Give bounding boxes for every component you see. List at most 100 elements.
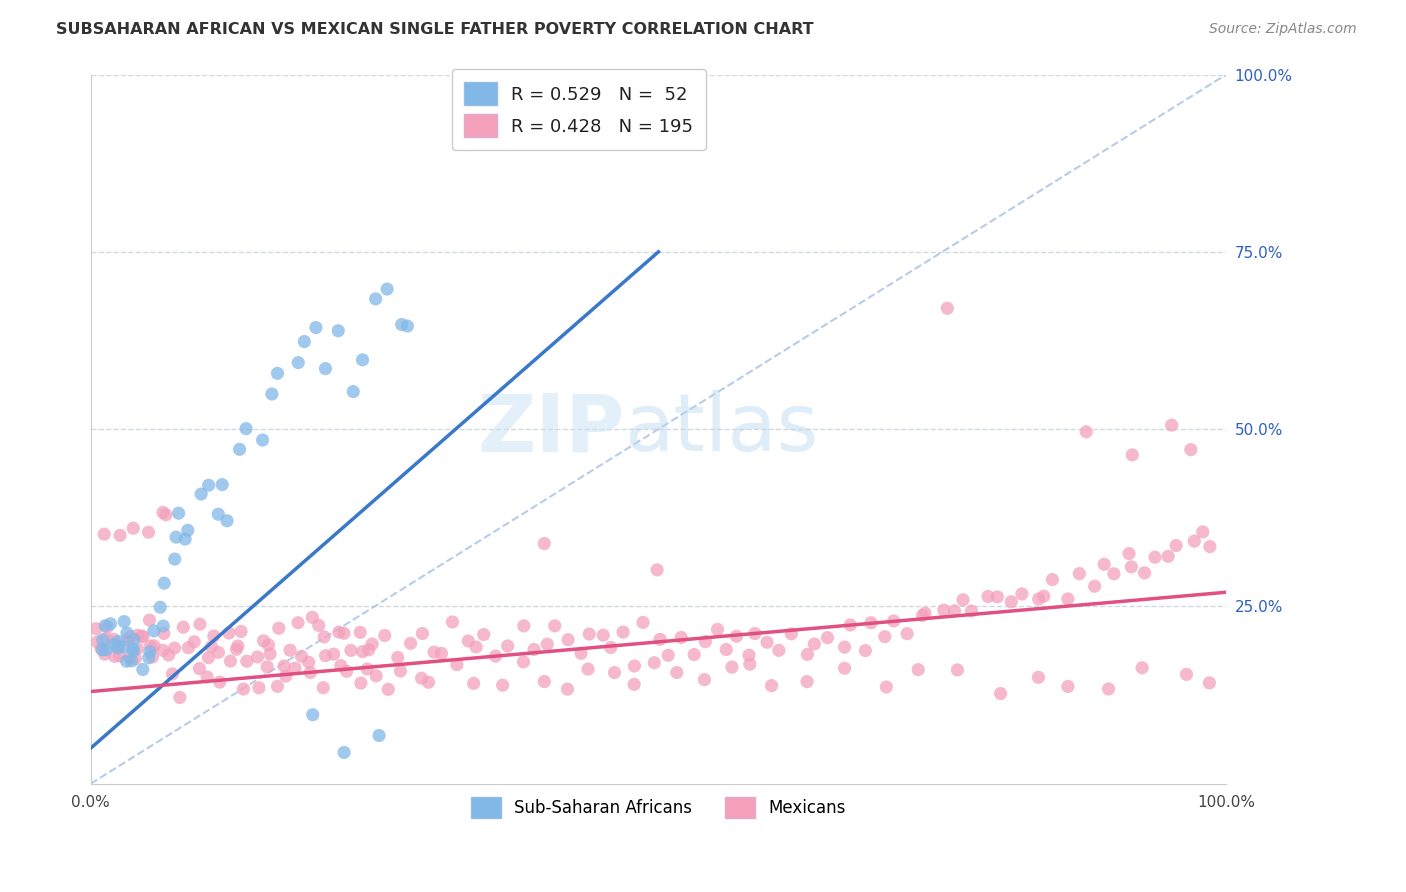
- Point: [322, 647, 344, 661]
- Point: [132, 663, 155, 677]
- Point: [90, 641, 112, 656]
- Point: [287, 615, 309, 630]
- Point: [932, 603, 955, 617]
- Point: [141, 649, 163, 664]
- Point: [411, 671, 433, 685]
- Point: [883, 614, 905, 628]
- Point: [103, 632, 125, 647]
- Point: [853, 643, 876, 657]
- Point: [266, 679, 288, 693]
- Point: [896, 626, 918, 640]
- Point: [162, 666, 184, 681]
- Point: [197, 650, 219, 665]
- Point: [544, 619, 567, 633]
- Point: [834, 640, 856, 654]
- Point: [557, 682, 579, 697]
- Point: [121, 654, 143, 668]
- Point: [817, 631, 839, 645]
- Point: [218, 626, 240, 640]
- Point: [117, 632, 139, 647]
- Point: [1042, 573, 1064, 587]
- Point: [301, 707, 323, 722]
- Point: [389, 664, 412, 678]
- Point: [100, 616, 122, 631]
- Point: [84, 622, 107, 636]
- Point: [257, 638, 280, 652]
- Point: [172, 620, 194, 634]
- Point: [1199, 540, 1222, 554]
- Point: [301, 610, 323, 624]
- Point: [152, 643, 174, 657]
- Point: [834, 661, 856, 675]
- Point: [108, 648, 131, 663]
- Point: [329, 658, 352, 673]
- Point: [127, 628, 149, 642]
- Point: [86, 635, 108, 649]
- Point: [1028, 670, 1050, 684]
- Point: [578, 627, 600, 641]
- Point: [738, 648, 761, 663]
- Point: [738, 657, 761, 672]
- Point: [1180, 442, 1202, 457]
- Point: [396, 319, 419, 334]
- Point: [446, 657, 468, 672]
- Point: [91, 642, 114, 657]
- Point: [103, 637, 125, 651]
- Point: [163, 641, 186, 656]
- Point: [153, 576, 176, 591]
- Point: [569, 646, 592, 660]
- Point: [768, 643, 790, 657]
- Point: [496, 639, 519, 653]
- Point: [907, 663, 929, 677]
- Point: [1102, 566, 1125, 581]
- Point: [190, 487, 212, 501]
- Point: [252, 433, 274, 447]
- Point: [911, 608, 934, 623]
- Point: [349, 625, 371, 640]
- Point: [1000, 595, 1022, 609]
- Point: [122, 644, 145, 658]
- Point: [155, 508, 177, 522]
- Point: [152, 619, 174, 633]
- Point: [335, 665, 357, 679]
- Point: [202, 629, 225, 643]
- Point: [219, 654, 242, 668]
- Point: [107, 634, 129, 648]
- Point: [195, 670, 218, 684]
- Point: [657, 648, 679, 663]
- Point: [1097, 681, 1119, 696]
- Point: [132, 630, 155, 644]
- Point: [290, 649, 312, 664]
- Point: [153, 626, 176, 640]
- Point: [124, 652, 146, 666]
- Point: [177, 524, 200, 538]
- Point: [333, 626, 356, 640]
- Point: [93, 647, 115, 661]
- Point: [1157, 549, 1180, 564]
- Point: [91, 632, 114, 647]
- Point: [1084, 579, 1107, 593]
- Point: [328, 324, 350, 338]
- Point: [122, 521, 145, 535]
- Point: [463, 676, 485, 690]
- Point: [364, 292, 387, 306]
- Point: [122, 642, 145, 657]
- Point: [430, 647, 453, 661]
- Point: [484, 649, 506, 664]
- Point: [599, 640, 621, 655]
- Point: [721, 660, 744, 674]
- Point: [1121, 448, 1143, 462]
- Point: [1191, 524, 1213, 539]
- Point: [796, 674, 818, 689]
- Point: [387, 650, 409, 665]
- Point: [207, 507, 229, 521]
- Point: [149, 600, 172, 615]
- Point: [1175, 667, 1198, 681]
- Point: [120, 630, 142, 644]
- Point: [333, 746, 356, 760]
- Point: [232, 681, 254, 696]
- Point: [107, 641, 129, 656]
- Point: [108, 640, 131, 654]
- Point: [796, 648, 818, 662]
- Point: [1182, 534, 1205, 549]
